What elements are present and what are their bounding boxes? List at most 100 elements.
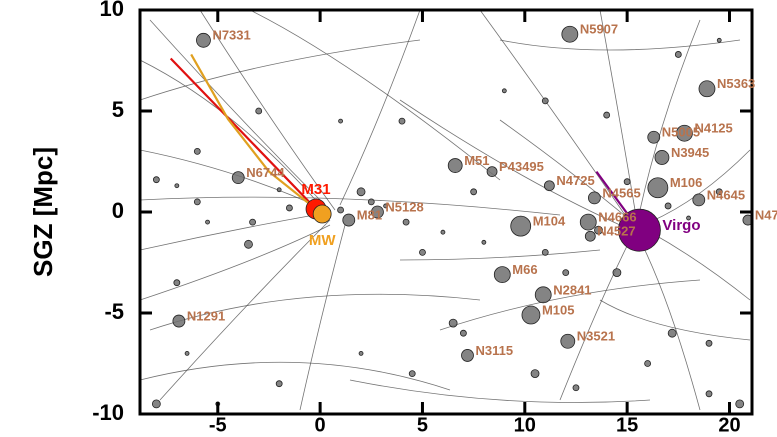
galaxy-point <box>716 37 722 43</box>
galaxy-point <box>674 51 682 58</box>
galaxy-point <box>692 193 706 207</box>
galaxy-point <box>358 350 364 356</box>
galaxy-point <box>715 188 723 196</box>
galaxy-point <box>698 80 716 98</box>
galaxy-point <box>705 390 713 398</box>
galaxy-point <box>676 124 693 142</box>
galaxy-point <box>644 360 652 367</box>
galaxy-point <box>521 305 541 325</box>
galaxy-label: N5363 <box>717 76 755 91</box>
galaxy-label: M104 <box>533 214 566 229</box>
galaxy-point <box>367 198 375 206</box>
galaxy-point <box>579 213 597 231</box>
galaxy-label: N3521 <box>577 329 615 344</box>
galaxy-point <box>530 369 540 379</box>
galaxy-point <box>493 266 511 284</box>
galaxy-label: N4125 <box>694 121 732 136</box>
galaxy-point <box>667 328 677 338</box>
galaxy-point <box>231 171 245 185</box>
galaxy-label: M51 <box>464 153 489 168</box>
galaxy-point <box>541 248 549 256</box>
galaxy-point <box>561 25 579 43</box>
galaxy-label: N4645 <box>707 187 745 202</box>
galaxy-point <box>419 248 426 256</box>
plot-area <box>151 25 752 409</box>
galaxy-label: N7331 <box>212 28 250 43</box>
y-axis-label: SGZ [Mpc] <box>28 147 58 277</box>
galaxy-point <box>447 158 463 173</box>
galaxy-point <box>402 218 410 226</box>
galaxy-point <box>686 215 691 221</box>
galaxy-point <box>193 198 201 206</box>
x-tick-label: 20 <box>718 414 740 436</box>
galaxy-point <box>742 214 752 226</box>
galaxy-point <box>398 117 406 125</box>
galaxy-point <box>383 203 389 209</box>
galaxy-point <box>572 384 580 392</box>
galaxy-point <box>152 176 160 184</box>
galaxy-point <box>448 318 458 328</box>
galaxy-point <box>562 269 570 277</box>
x-tick-label: 15 <box>616 414 638 436</box>
galaxy-label: M66 <box>512 262 537 277</box>
galaxy-point <box>541 97 549 105</box>
galaxy-point <box>560 333 576 349</box>
trajectory <box>190 53 323 215</box>
galaxy-point <box>735 399 745 409</box>
galaxy-label: M31 <box>301 181 330 198</box>
galaxy-point <box>174 183 180 189</box>
galaxy-point <box>193 147 201 155</box>
galaxy-label: Virgo <box>662 217 700 234</box>
galaxy-label: N4666 <box>598 210 636 225</box>
galaxy-point <box>587 191 601 205</box>
galaxy-label: N3115 <box>475 343 513 358</box>
galaxy-point <box>276 187 282 193</box>
x-tick-label: 5 <box>417 414 428 436</box>
galaxy-point <box>510 215 532 237</box>
trajectory <box>169 57 317 210</box>
galaxy-point <box>371 205 384 219</box>
galaxy-point <box>244 239 253 249</box>
galaxy-point <box>623 178 631 186</box>
galaxy-label: M81 <box>357 208 382 223</box>
galaxy-point <box>255 107 263 115</box>
galaxy-point <box>205 219 210 225</box>
galaxy-point <box>275 380 283 388</box>
galaxy-point <box>172 314 186 328</box>
galaxy-point <box>486 166 498 178</box>
galaxy-point <box>612 268 622 278</box>
galaxy-label: N3945 <box>671 145 709 160</box>
galaxy-point <box>249 218 256 226</box>
galaxy-label: M106 <box>670 175 703 190</box>
galaxy-point <box>654 150 670 165</box>
galaxy-point <box>342 213 356 227</box>
galaxy-point <box>594 225 603 235</box>
galaxy-point <box>196 32 211 48</box>
galaxy-label: N5005 <box>662 125 700 140</box>
y-tick-label: 5 <box>112 97 124 122</box>
plot-frame <box>138 8 754 416</box>
galaxy-point <box>664 202 672 210</box>
galaxy-point <box>356 187 366 197</box>
galaxy-point <box>705 339 713 347</box>
galaxy-point <box>470 188 478 196</box>
galaxy-point <box>534 286 552 304</box>
galaxy-point <box>584 230 596 242</box>
galaxy-point <box>440 229 446 235</box>
galaxy-label: N4527 <box>597 224 635 239</box>
galaxy-point <box>173 279 181 287</box>
y-tick-label: -5 <box>104 299 124 324</box>
galaxy-label: N4725 <box>556 173 594 188</box>
galaxy-point <box>461 349 474 362</box>
galaxy-point <box>647 177 669 199</box>
galaxy-point <box>312 204 332 224</box>
y-tick-label: 0 <box>112 198 124 223</box>
x-tick-label: -5 <box>209 414 227 436</box>
galaxy-label: MW <box>309 232 336 249</box>
galaxy-point <box>459 329 467 337</box>
galaxy-point <box>184 350 190 356</box>
galaxy-label: N4565 <box>602 185 640 200</box>
galaxy-label: N6744 <box>246 165 285 180</box>
y-tick-label: 10 <box>100 0 124 21</box>
